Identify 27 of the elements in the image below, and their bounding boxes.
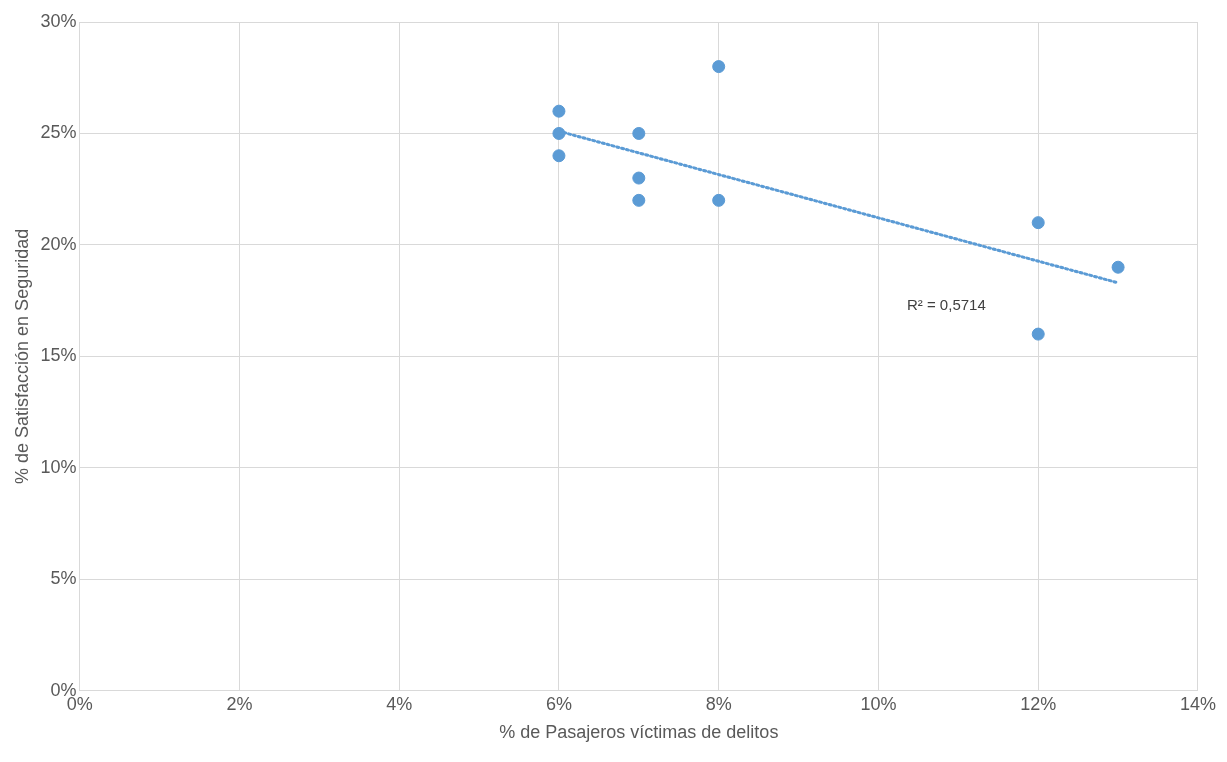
point [632, 193, 646, 207]
y-tick-label: 15% [40, 345, 77, 366]
point [632, 171, 646, 185]
y-tick-label: 25% [40, 122, 77, 143]
y-tick-label: 5% [50, 568, 77, 589]
point [712, 193, 726, 207]
x-tick-label: 12% [1020, 693, 1057, 714]
point [632, 126, 646, 140]
point [712, 60, 726, 74]
point [552, 104, 566, 118]
x-tick-label: 2% [226, 693, 253, 714]
y-axis-title: % de Satisfacción en Seguridad [11, 228, 32, 484]
point [1111, 260, 1125, 274]
point [1031, 216, 1045, 230]
y-tick-label: 20% [40, 233, 77, 254]
annotation: R² = 0,5714 [906, 295, 986, 313]
x-tick-label: 4% [386, 693, 413, 714]
y-tick-label: 10% [40, 456, 77, 477]
x-tick-label: 14% [1179, 693, 1216, 714]
x-tick-label: 6% [545, 693, 572, 714]
point [552, 126, 566, 140]
x-tick-label: 10% [860, 693, 897, 714]
point [552, 149, 566, 163]
point [1031, 327, 1045, 341]
x-axis-title: % de Pasajeros víctimas de delitos [499, 722, 779, 743]
y-tick-label: 30% [40, 10, 77, 31]
x-tick-label: 8% [705, 693, 732, 714]
